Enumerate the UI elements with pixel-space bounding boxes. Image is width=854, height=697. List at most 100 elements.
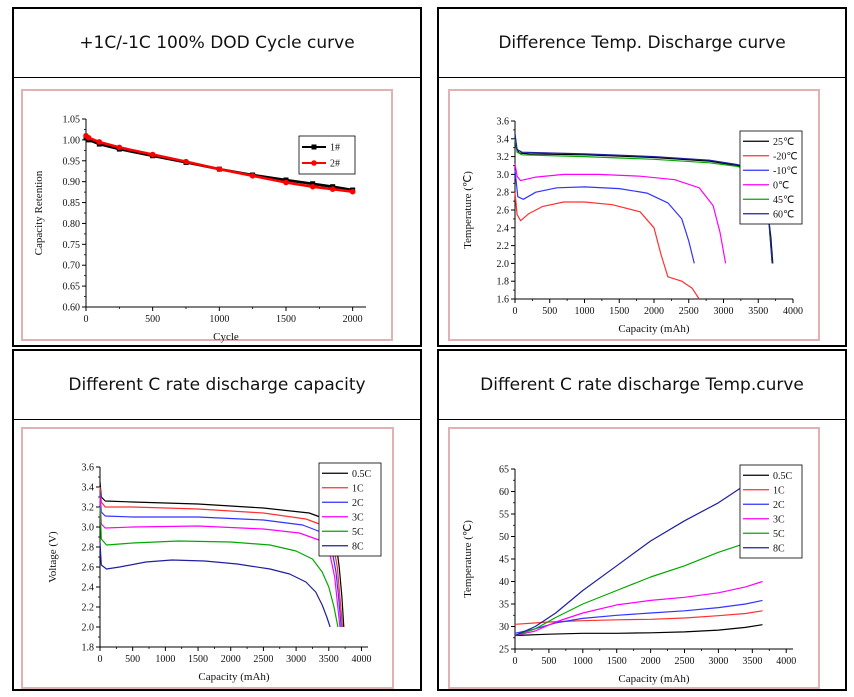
x-axis-label: Cycle <box>213 331 239 343</box>
x-tick-label: 1000 <box>573 656 593 667</box>
data-point <box>310 181 316 187</box>
legend-label: 3C <box>773 514 785 525</box>
legend-label: 1C <box>773 485 785 496</box>
data-point <box>183 158 189 165</box>
y-tick-label: 40 <box>499 577 509 588</box>
series-line-2C <box>514 599 763 634</box>
series-line-1C <box>514 610 763 625</box>
legend-label: 0.5C <box>773 471 793 482</box>
x-tick-label: 2000 <box>644 306 664 317</box>
data-point <box>329 186 336 192</box>
panel-temp-discharge: Difference Temp. Discharge curve 0 500 100… <box>437 7 847 347</box>
y-tick-label: 2.0 <box>82 623 95 634</box>
x-axis-label: Capacity (mAh) <box>618 673 690 685</box>
x-tick-label: 0 <box>513 306 518 317</box>
legend-box <box>739 464 803 559</box>
series-line-3C <box>99 496 341 628</box>
legend-label: 8C <box>773 543 785 554</box>
panel-title: +1C/-1C 100% DOD Cycle curve <box>14 9 420 78</box>
y-tick-label: 3.2 <box>497 152 510 163</box>
legend-label: 2# <box>330 159 340 170</box>
y-tick-label: 3.6 <box>82 463 95 474</box>
y-tick-label: 1.8 <box>497 277 510 288</box>
data-point <box>349 188 356 195</box>
y-tick-label: 0.60 <box>63 303 81 314</box>
x-tick-label: 1000 <box>575 306 595 317</box>
y-axis-label: Temperature (℃) <box>462 520 474 598</box>
x-tick-label: 1500 <box>276 314 296 325</box>
legend-label: 5C <box>352 527 364 538</box>
x-tick-label: 3500 <box>748 306 768 317</box>
y-tick-label: 2.8 <box>497 188 510 199</box>
x-tick-label: 0 <box>513 656 518 667</box>
x-tick-label: 2500 <box>679 306 699 317</box>
panel-title: Different C rate discharge Temp.curve <box>439 351 845 420</box>
y-tick-label: 30 <box>499 622 509 633</box>
series-line-8C <box>99 541 331 628</box>
legend-label: 1# <box>330 143 340 154</box>
y-tick-label: 45 <box>499 555 509 566</box>
legend-label: 5C <box>773 529 785 540</box>
y-tick-label: 2.2 <box>82 603 95 614</box>
series-line-1C <box>99 486 344 628</box>
data-point <box>85 135 92 141</box>
x-tick-label: 3500 <box>742 656 762 667</box>
y-tick-label: 65 <box>499 465 509 476</box>
x-tick-label: 500 <box>125 654 140 665</box>
panel-crate-temp: Different C rate discharge Temp.curve 0 5… <box>437 349 847 691</box>
legend-marker <box>311 144 317 150</box>
legend-label: 2C <box>773 500 785 511</box>
panel-title: Different C rate discharge capacity <box>14 351 420 420</box>
legend-label: 0℃ <box>773 180 789 191</box>
x-tick-label: 500 <box>542 306 557 317</box>
y-tick-label: 1.8 <box>82 643 95 654</box>
y-axis-label: Capacity Retention <box>33 170 45 255</box>
x-axis-label: Capacity (mAh) <box>198 671 270 683</box>
y-tick-label: 3.6 <box>497 117 510 128</box>
data-point <box>116 144 123 151</box>
x-axis-label: Capacity (mAh) <box>618 323 690 335</box>
chart-frame: 0 500 1000 1500 2000 2500 3000 3500 4000 25 30 35 40… <box>448 427 820 689</box>
legend-box <box>298 135 356 175</box>
y-tick-label: 1.6 <box>497 295 510 306</box>
legend-label: 25℃ <box>773 137 794 148</box>
y-tick-label: 0.70 <box>63 261 81 272</box>
x-tick-label: 500 <box>145 314 160 325</box>
data-point <box>283 179 289 186</box>
x-tick-label: 0 <box>84 314 89 325</box>
x-tick-label: 1000 <box>209 314 229 325</box>
data-point <box>96 139 103 145</box>
legend-label: 60℃ <box>773 209 794 220</box>
y-tick-label: 50 <box>499 532 509 543</box>
y-tick-label: 25 <box>499 645 509 656</box>
y-tick-label: 35 <box>499 600 509 611</box>
x-tick-label: 3500 <box>319 654 339 665</box>
y-tick-label: 0.85 <box>63 198 81 209</box>
legend-marker <box>311 160 317 166</box>
y-tick-label: 0.90 <box>63 177 81 188</box>
series-line-5C <box>99 506 339 628</box>
y-axis-label: Voltage (V) <box>47 531 59 583</box>
series-line--10℃ <box>514 169 695 264</box>
y-tick-label: 2.6 <box>82 563 95 574</box>
y-tick-label: 0.65 <box>63 282 81 293</box>
x-tick-label: 0 <box>98 654 103 665</box>
legend-label: 3C <box>352 512 364 523</box>
legend-label: 45℃ <box>773 195 794 206</box>
chart-frame: 0 500 1000 1500 2000 0.60 0.65 0.70 0.75 0.80 0.85… <box>21 89 393 343</box>
series-line-0.5C <box>99 481 345 628</box>
crate-temp-chart: 0 500 1000 1500 2000 2500 3000 3500 4000 25 30 35 40… <box>462 464 803 685</box>
y-tick-label: 3.0 <box>497 170 510 181</box>
x-tick-label: 2000 <box>343 314 363 325</box>
y-tick-label: 3.4 <box>497 134 510 145</box>
chart-frame: 0 500 1000 1500 2000 2500 3000 3500 4000 1.6 1.8 2.… <box>448 89 820 341</box>
x-tick-label: 3000 <box>714 306 734 317</box>
y-axis-label: Temperature (℃) <box>462 171 474 249</box>
series-line-8C <box>514 479 753 637</box>
panel-cycle-curve: +1C/-1C 100% DOD Cycle curve 0 500 1000 150… <box>12 7 422 347</box>
panel-title: Difference Temp. Discharge curve <box>439 9 845 78</box>
y-tick-label: 0.80 <box>63 219 81 230</box>
y-tick-label: 2.4 <box>82 583 95 594</box>
x-tick-label: 2000 <box>641 656 661 667</box>
y-tick-label: 0.75 <box>63 240 81 251</box>
